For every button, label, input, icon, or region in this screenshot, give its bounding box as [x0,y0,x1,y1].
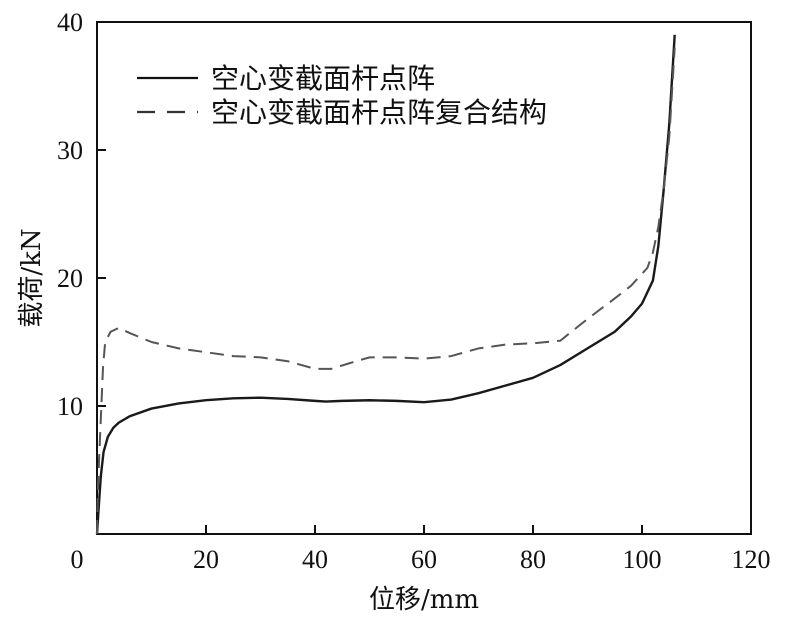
x-tick-label: 120 [732,545,771,574]
x-tick-label: 0 [71,545,84,574]
legend: 空心变截面杆点阵 空心变截面杆点阵复合结构 [137,62,547,129]
series-line-solid [95,34,676,535]
y-tick-label: 30 [57,136,83,165]
y-tick-label: 40 [57,8,83,37]
series-line-dashed [96,47,676,535]
series-layer [95,34,676,535]
y-axis-title: 载荷/kN [17,228,47,327]
y-tick-label: 20 [57,264,83,293]
x-tick-label: 20 [193,545,219,574]
x-tick-label: 60 [411,545,437,574]
x-tick-label: 40 [302,545,328,574]
y-axis-ticks: 10 20 30 40 [57,8,106,421]
legend-label-solid: 空心变截面杆点阵 [211,62,435,95]
y-tick-label: 10 [57,392,83,421]
x-tick-label: 100 [623,545,662,574]
legend-label-dashed: 空心变截面杆点阵复合结构 [211,96,547,129]
x-axis-title: 位移/mm [369,585,479,615]
x-tick-label: 80 [520,545,546,574]
x-axis-ticks: 0 20 40 60 80 100 120 [71,525,771,574]
